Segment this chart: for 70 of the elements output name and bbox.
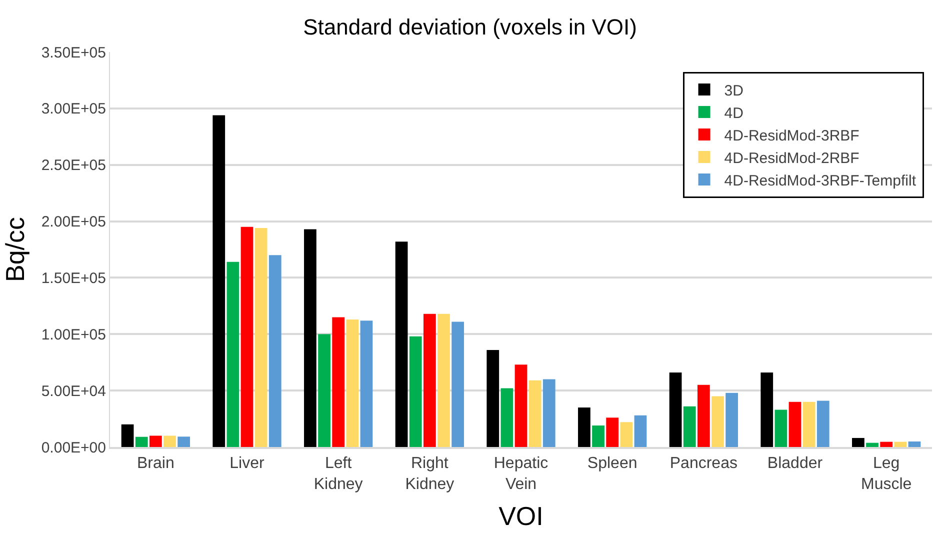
bar [852, 438, 864, 447]
x-tick-label: Hepatic Vein [494, 454, 548, 493]
legend-label: 4D-ResidMod-3RBF-Tempfilt [724, 172, 917, 190]
bar [409, 336, 422, 447]
bar [697, 384, 710, 447]
bar [212, 115, 226, 447]
x-axis-title: VOI [498, 500, 544, 531]
x-tick-label: Left Kidney [314, 454, 363, 493]
y-tick-label: 3.50E+05 [41, 44, 106, 62]
bar [542, 379, 556, 447]
bar [712, 396, 724, 447]
y-tick-label: 3.00E+05 [41, 100, 106, 118]
x-tick-label: Spleen [587, 454, 638, 472]
legend-label: 3D [724, 82, 744, 100]
bar [395, 242, 408, 447]
bar [360, 320, 373, 447]
bar [452, 322, 464, 447]
bar [760, 372, 774, 447]
bar [423, 314, 436, 447]
bar [606, 418, 619, 447]
y-tick-label: 5.00E+04 [41, 382, 106, 400]
bar [486, 350, 500, 447]
bar [149, 436, 162, 447]
bar [620, 422, 633, 447]
x-tick-label: Liver [230, 454, 266, 472]
bar [226, 262, 240, 447]
bar [908, 441, 921, 447]
bar [121, 424, 134, 447]
bar [866, 442, 878, 447]
bar [528, 380, 542, 447]
y-tick-label: 2.00E+05 [41, 214, 106, 231]
y-tick-label: 0.00E+00 [41, 439, 106, 456]
bar [592, 426, 604, 447]
bar [254, 228, 268, 447]
bar [438, 314, 450, 447]
bar [514, 364, 528, 447]
bar [634, 415, 647, 447]
bar [816, 400, 830, 447]
x-tick-label: Right Kidney [405, 454, 454, 493]
bar [774, 410, 788, 447]
bar [500, 388, 514, 447]
bar [304, 229, 316, 447]
bar [880, 442, 893, 447]
bar [240, 226, 254, 447]
y-axis-title: Bq/cc [0, 216, 30, 282]
x-tick-label: Pancreas [670, 454, 738, 472]
bar [726, 392, 738, 447]
y-tick-label: 1.00E+05 [41, 326, 106, 344]
chart-title: Standard deviation (voxels in VOI) [303, 14, 637, 40]
bar [346, 319, 359, 447]
bar [135, 436, 148, 447]
bar [669, 372, 682, 447]
y-tick-label: 1.50E+05 [41, 270, 106, 287]
bar [802, 402, 816, 447]
bar [332, 317, 345, 447]
legend-label: 4D-ResidMod-2RBF [724, 150, 860, 167]
bar [268, 255, 282, 447]
bar [894, 442, 907, 447]
legend-label: 4D [724, 104, 744, 122]
bar [683, 406, 696, 447]
bar [318, 334, 330, 447]
x-tick-label: Leg Muscle [860, 454, 912, 493]
y-tick-label: 2.50E+05 [41, 157, 106, 174]
bar [178, 436, 190, 447]
legend-label: 4D-ResidMod-3RBF [724, 127, 860, 144]
x-tick-label: Brain [136, 454, 174, 472]
x-tick-label: Bladder [767, 454, 824, 472]
bar [578, 408, 590, 447]
bar [788, 402, 802, 447]
bar [164, 436, 176, 447]
